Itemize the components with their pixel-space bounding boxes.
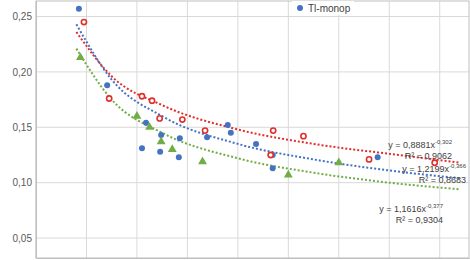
r-squared: R² = 0,9304 <box>396 215 443 225</box>
equation-text: y = 1,1616x <box>379 204 426 214</box>
point <box>76 6 82 12</box>
point <box>139 145 145 151</box>
equation-text: y = 0,8881x <box>388 140 435 150</box>
tick-label: 0,25 <box>13 11 33 22</box>
legend-label: Tl-monop <box>308 3 351 14</box>
point <box>107 96 112 101</box>
point <box>225 122 231 128</box>
point <box>375 154 381 160</box>
equation-exponent: -0,366 <box>449 163 467 169</box>
trend-equation: y = 1,1616x-0,377 <box>379 203 443 214</box>
point <box>301 134 306 139</box>
trend-line <box>76 32 460 163</box>
trend-line <box>76 24 460 178</box>
y-axis: 0,05 0,10 0,15 0,20 0,25 <box>13 2 37 259</box>
axis-line <box>36 2 37 259</box>
tick: 0,25 <box>13 11 36 22</box>
grid-line <box>86 1 87 258</box>
point <box>284 170 293 178</box>
tick: 0,05 <box>13 233 36 244</box>
grid-line <box>36 182 469 183</box>
point <box>268 152 273 157</box>
point <box>180 117 185 122</box>
trend-equation: y = 1,2199x-0,366 <box>402 163 466 174</box>
legend-background <box>292 1 354 15</box>
point <box>76 52 85 60</box>
point <box>204 134 210 140</box>
point <box>271 128 276 133</box>
point <box>168 144 177 152</box>
x-axis <box>37 258 470 260</box>
series <box>81 19 437 165</box>
point <box>157 137 166 145</box>
grid-line <box>288 1 289 258</box>
point <box>270 165 276 171</box>
tick-label: 0,20 <box>13 67 33 78</box>
point <box>157 116 162 121</box>
axis-line <box>37 258 470 259</box>
equation-text: y = 1,2199x <box>402 164 449 174</box>
point <box>253 141 259 147</box>
point <box>145 122 154 130</box>
plot-frame <box>36 1 469 258</box>
trend-equation: y = 0,8881x-0,302 <box>388 139 452 150</box>
grid-line <box>36 238 469 239</box>
point <box>139 94 144 99</box>
tick-label: 0,10 <box>13 177 33 188</box>
point <box>228 130 234 136</box>
point <box>104 82 110 88</box>
grid <box>36 1 469 258</box>
grid-line <box>338 1 339 258</box>
point <box>81 19 86 24</box>
tick-label: 0,05 <box>13 233 33 244</box>
series <box>76 6 381 172</box>
r-squared: R² = 0,8683 <box>419 175 466 185</box>
point <box>177 135 183 141</box>
grid-line <box>36 16 469 17</box>
series <box>76 52 343 177</box>
point <box>366 157 371 162</box>
equation-exponent: -0,302 <box>435 139 453 145</box>
point <box>157 149 163 155</box>
grid-line <box>389 1 390 258</box>
grid-line <box>237 1 238 258</box>
tick: 0,15 <box>13 122 36 133</box>
tick: 0,10 <box>13 177 36 188</box>
point <box>202 128 207 133</box>
tick: 0,20 <box>13 67 36 78</box>
trend-line <box>76 49 460 190</box>
grid-line <box>36 71 469 72</box>
grid-line <box>36 127 469 128</box>
equation-exponent: -0,377 <box>426 203 444 209</box>
plot-area <box>76 6 460 190</box>
point <box>176 154 182 160</box>
r-squared: R² = 0,9062 <box>405 151 452 161</box>
point <box>198 157 207 165</box>
point <box>334 158 343 166</box>
chart: 0,050,100,150,200,25y = 0,8881x-0,302R² … <box>0 0 470 260</box>
grid-line <box>136 1 137 258</box>
legend-marker <box>297 5 303 11</box>
point <box>133 111 142 119</box>
point <box>149 98 154 103</box>
legend: Tl-monop <box>292 1 354 15</box>
tick-label: 0,15 <box>13 122 33 133</box>
